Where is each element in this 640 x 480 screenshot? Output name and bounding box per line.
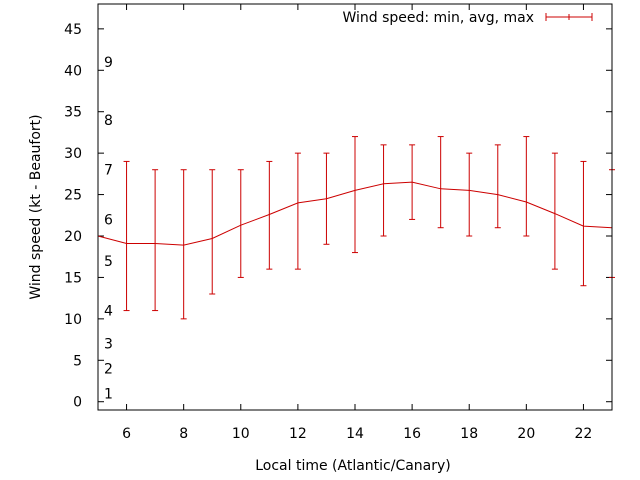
plot-frame <box>97 3 613 411</box>
legend-sample <box>545 13 593 21</box>
beaufort-label: 9 <box>104 55 113 71</box>
y-tick-label: 35 <box>64 105 82 121</box>
y-tick-label: 25 <box>64 188 82 204</box>
y-tick-label: 0 <box>73 395 82 411</box>
x-tick-label: 20 <box>517 426 535 442</box>
axis-ticks <box>98 4 612 410</box>
error-bars <box>123 136 615 320</box>
x-tick-label: 16 <box>403 426 421 442</box>
y-tick-label: 30 <box>64 146 82 162</box>
beaufort-label: 7 <box>104 163 113 179</box>
beaufort-label: 3 <box>104 337 113 353</box>
y-tick-label: 45 <box>64 22 82 38</box>
x-tick-label: 18 <box>460 426 478 442</box>
beaufort-label: 2 <box>104 362 113 378</box>
x-tick-labels: 6 8 10 12 14 16 18 20 22 <box>122 426 592 442</box>
y-tick-labels: 0 5 10 15 20 25 30 35 40 45 <box>64 22 82 411</box>
beaufort-label: 8 <box>104 113 113 129</box>
avg-wind-line <box>97 181 613 246</box>
x-tick-label: 14 <box>346 426 364 442</box>
y-tick-label: 20 <box>64 229 82 245</box>
x-tick-label: 12 <box>289 426 307 442</box>
y-tick-label: 15 <box>64 270 82 286</box>
beaufort-label: 4 <box>104 304 113 320</box>
x-tick-label: 6 <box>122 426 131 442</box>
x-axis-label: Local time (Atlantic/Canary) <box>255 458 451 474</box>
x-tick-label: 22 <box>575 426 593 442</box>
beaufort-label: 5 <box>104 254 113 270</box>
beaufort-label: 6 <box>104 212 113 228</box>
y-tick-label: 5 <box>73 353 82 369</box>
x-tick-label: 10 <box>232 426 250 442</box>
x-tick-label: 8 <box>179 426 188 442</box>
y-axis-label: Wind speed (kt - Beaufort) <box>28 114 44 299</box>
y-tick-label: 10 <box>64 312 82 328</box>
y-tick-label: 40 <box>64 63 82 79</box>
beaufort-labels: 1 2 3 4 5 6 7 8 9 <box>104 55 113 402</box>
beaufort-label: 1 <box>104 386 113 402</box>
legend-label: Wind speed: min, avg, max <box>342 10 534 26</box>
